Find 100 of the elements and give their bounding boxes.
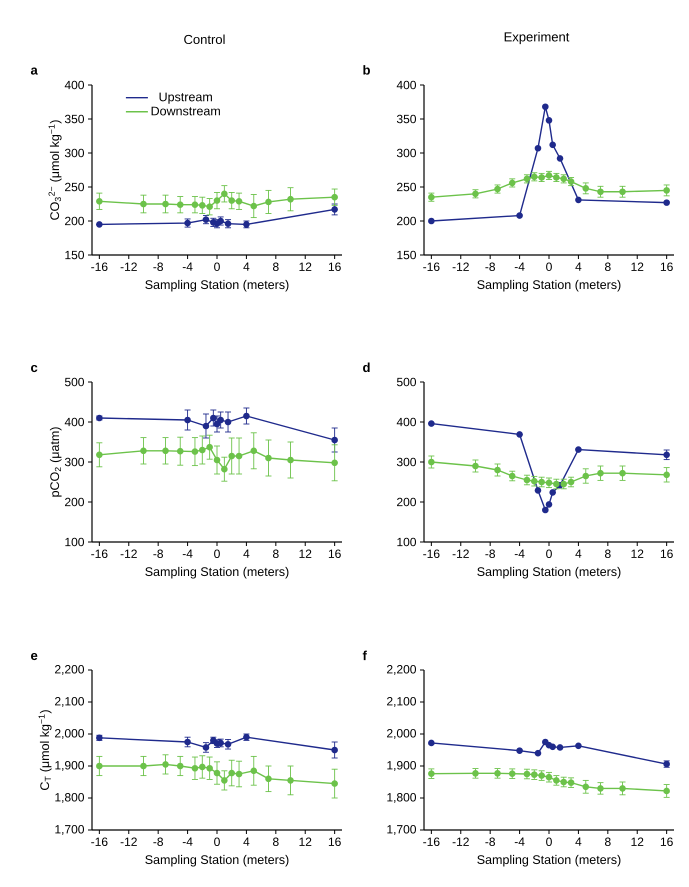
point xyxy=(140,448,147,454)
x-tick-label: -4 xyxy=(514,262,525,271)
x-tick-label: 12 xyxy=(631,550,644,558)
x-tick-label: -16 xyxy=(91,838,108,846)
y-tick-label: 2,100 xyxy=(55,697,84,707)
x-tick-label: 0 xyxy=(546,838,552,846)
point xyxy=(184,738,191,746)
point xyxy=(236,452,242,460)
point xyxy=(202,422,210,430)
point xyxy=(663,187,670,194)
x-tick-label: 0 xyxy=(214,550,220,558)
x-tick-label: -8 xyxy=(485,838,495,846)
point xyxy=(534,487,542,494)
point xyxy=(243,412,250,420)
x-axis-title: Sampling Station (meters) xyxy=(145,280,288,292)
point xyxy=(428,458,435,466)
point xyxy=(214,770,220,776)
x-tick-label: 16 xyxy=(660,838,673,846)
x-tick-label: 4 xyxy=(243,550,250,558)
chart-title: e xyxy=(31,652,38,660)
x-tick-label: -4 xyxy=(514,550,525,558)
x-tick-label: -16 xyxy=(423,550,440,558)
x-tick-label: 4 xyxy=(575,838,582,846)
point xyxy=(206,764,213,772)
y-tick-label: 2,000 xyxy=(387,729,416,739)
x-tick-label: 4 xyxy=(575,550,582,558)
chart-title: b xyxy=(363,65,370,75)
x-tick-label: 8 xyxy=(273,838,279,846)
point xyxy=(597,188,604,196)
legend-label: Downstream xyxy=(152,106,220,116)
point xyxy=(228,197,236,204)
x-tick-label: 4 xyxy=(575,262,582,271)
x-axis-title: Sampling Station (meters) xyxy=(477,566,620,579)
x-tick-label: 12 xyxy=(299,838,312,846)
point xyxy=(619,470,626,476)
point xyxy=(516,431,523,438)
x-tick-label: 0 xyxy=(214,262,220,272)
point xyxy=(619,188,626,196)
x-tick-label: -12 xyxy=(120,838,137,846)
point xyxy=(206,203,213,210)
point xyxy=(221,190,228,198)
x-tick-label: -8 xyxy=(153,262,163,272)
y-tick-label: 400 xyxy=(64,418,84,426)
point xyxy=(331,206,338,213)
point xyxy=(331,780,338,787)
x-axis-title: Sampling Station (meters) xyxy=(145,566,288,579)
x-tick-label: 4 xyxy=(243,262,250,271)
x-tick-label: 16 xyxy=(660,262,673,272)
point xyxy=(162,761,169,768)
x-tick-label: 12 xyxy=(299,262,312,271)
point xyxy=(508,770,516,777)
x-tick-label: 8 xyxy=(273,550,279,558)
point xyxy=(556,155,564,162)
point xyxy=(546,117,552,124)
y-tick-label: 150 xyxy=(397,250,416,260)
y-tick-label: 350 xyxy=(396,114,416,124)
chart-title: f xyxy=(362,650,367,660)
point xyxy=(96,452,103,458)
x-axis-title: Sampling Station (meters) xyxy=(145,854,288,867)
point xyxy=(250,448,258,454)
point xyxy=(516,747,523,754)
point xyxy=(534,750,542,756)
y-tick-label: 200 xyxy=(65,498,84,506)
point xyxy=(331,194,338,200)
point xyxy=(331,460,338,466)
x-axis-title: Sampling Station (meters) xyxy=(477,854,620,867)
x-tick-label: -12 xyxy=(452,550,469,558)
point xyxy=(428,218,435,224)
point xyxy=(162,448,169,454)
point xyxy=(549,142,556,148)
point xyxy=(575,446,582,453)
point xyxy=(184,416,191,424)
point xyxy=(250,202,258,210)
y-tick-label: 400 xyxy=(64,80,84,90)
point xyxy=(192,448,198,455)
point xyxy=(176,762,184,770)
y-tick-label: 500 xyxy=(396,378,416,386)
point xyxy=(508,472,516,480)
x-tick-label: -16 xyxy=(91,550,108,558)
point xyxy=(236,770,242,778)
point xyxy=(582,472,590,480)
point xyxy=(472,462,479,470)
y-tick-label: 300 xyxy=(396,148,416,158)
y-tick-label: 300 xyxy=(64,148,84,158)
point xyxy=(176,201,184,208)
point xyxy=(287,777,294,784)
y-tick-label: 1,900 xyxy=(387,761,416,771)
point xyxy=(542,738,549,746)
point xyxy=(575,742,582,750)
point xyxy=(575,196,582,204)
point xyxy=(214,456,220,464)
point xyxy=(472,770,479,777)
chart-subtitle: Control xyxy=(184,34,225,44)
point xyxy=(236,198,242,205)
y-tick-label: 200 xyxy=(397,216,416,226)
x-tick-label: 12 xyxy=(631,262,644,271)
y-tick-label: 400 xyxy=(396,80,416,90)
point xyxy=(597,470,604,476)
y-tick-label: 250 xyxy=(65,182,84,192)
point xyxy=(549,489,556,496)
